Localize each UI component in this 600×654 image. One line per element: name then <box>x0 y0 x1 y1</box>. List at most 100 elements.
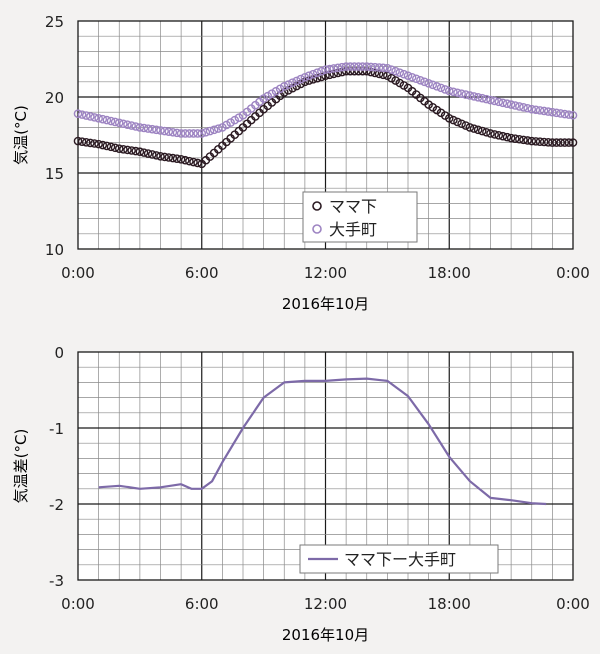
data-point-mamashita <box>127 146 136 155</box>
data-point-otemachi <box>399 69 409 79</box>
legend-label: ママ下ー大手町 <box>344 550 456 569</box>
data-point-mamashita <box>531 137 541 146</box>
legend-box <box>302 191 418 243</box>
y-tick-label: 0 <box>54 344 64 362</box>
data-point-otemachi <box>102 115 112 125</box>
data-point-otemachi <box>506 100 516 109</box>
data-point-otemachi <box>428 80 438 90</box>
data-point-otemachi <box>90 113 99 122</box>
data-point-otemachi <box>436 83 446 93</box>
data-point-otemachi <box>391 66 400 76</box>
data-point-otemachi <box>160 126 169 136</box>
data-point-mamashita <box>102 141 112 151</box>
data-point-mamashita <box>560 138 570 147</box>
data-point-mamashita <box>510 134 520 143</box>
data-point-otemachi <box>457 89 466 98</box>
data-point-otemachi <box>81 111 91 120</box>
data-point-otemachi <box>387 65 396 74</box>
data-point-mamashita <box>147 150 157 159</box>
data-point-mamashita <box>461 121 471 130</box>
data-point-otemachi <box>193 129 202 138</box>
plot-border <box>77 351 574 581</box>
data-point-otemachi <box>114 118 124 128</box>
legend-marker <box>312 224 322 234</box>
data-point-otemachi <box>498 98 508 108</box>
data-point-otemachi <box>156 126 165 135</box>
data-point-otemachi <box>378 63 388 73</box>
data-point-mamashita <box>152 151 161 160</box>
data-point-mamashita <box>119 144 128 154</box>
data-point-mamashita <box>110 143 120 153</box>
data-point-mamashita <box>86 138 95 148</box>
data-point-mamashita <box>498 131 508 141</box>
data-point-otemachi <box>284 80 293 89</box>
data-point-otemachi <box>213 124 223 133</box>
data-point-otemachi <box>325 64 334 74</box>
data-point-otemachi <box>548 107 557 117</box>
data-point-mamashita <box>135 147 145 157</box>
data-point-mamashita <box>156 151 165 161</box>
data-point-otemachi <box>296 74 306 84</box>
temperature-difference-chart: 0 -1 -2 -3 0:00 6:00 12:00 18:00 0:00 気温差(°C) 2… <box>12 344 590 644</box>
series-layer <box>98 377 547 506</box>
data-point-mamashita <box>168 153 178 163</box>
data-point-mamashita <box>457 119 466 129</box>
data-point-mamashita <box>123 145 132 155</box>
y-tick-label: -3 <box>49 572 64 590</box>
y-tick-label: 25 <box>45 13 64 31</box>
data-point-otemachi <box>172 128 182 138</box>
data-point-otemachi <box>131 122 141 131</box>
series-line-difference <box>98 377 547 506</box>
data-point-otemachi <box>333 63 343 73</box>
data-point-otemachi <box>502 99 512 108</box>
data-point-otemachi <box>123 120 132 129</box>
data-point-mamashita <box>81 137 91 147</box>
data-point-otemachi <box>135 123 145 132</box>
data-point-otemachi <box>523 103 532 113</box>
y-axis-label: 気温差(°C) <box>12 429 30 504</box>
data-point-otemachi <box>354 62 363 71</box>
data-point-otemachi <box>403 71 413 81</box>
data-point-mamashita <box>325 70 334 80</box>
data-point-otemachi <box>383 63 392 73</box>
x-tick-labels: 0:00 6:00 12:00 18:00 0:00 <box>61 595 590 613</box>
data-point-mamashita <box>73 136 83 146</box>
data-point-mamashita <box>143 149 153 158</box>
y-axis-label: 気温(°C) <box>12 105 30 165</box>
data-point-mamashita <box>176 155 186 164</box>
data-point-mamashita <box>180 155 190 165</box>
x-tick-label: 18:00 <box>428 595 471 613</box>
data-point-otemachi <box>432 82 442 91</box>
data-point-mamashita <box>477 126 487 136</box>
x-tick-label: 6:00 <box>185 595 219 613</box>
data-point-mamashita <box>548 138 557 147</box>
data-point-mamashita <box>98 140 108 150</box>
data-point-otemachi <box>469 92 479 101</box>
data-point-otemachi <box>465 91 475 100</box>
data-point-mamashita <box>506 133 516 143</box>
data-point-mamashita <box>465 123 475 132</box>
data-point-otemachi <box>416 75 425 85</box>
data-point-mamashita <box>515 134 524 144</box>
data-point-otemachi <box>176 129 186 138</box>
data-point-otemachi <box>560 109 570 119</box>
data-point-otemachi <box>304 71 314 81</box>
data-point-otemachi <box>106 116 116 126</box>
y-tick-labels: 25 20 15 10 <box>45 13 64 259</box>
data-point-otemachi <box>424 79 433 88</box>
data-point-mamashita <box>160 152 169 162</box>
data-point-mamashita <box>556 138 565 147</box>
data-point-otemachi <box>543 107 553 116</box>
data-point-otemachi <box>189 129 198 138</box>
data-point-mamashita <box>139 148 149 157</box>
data-point-otemachi <box>209 125 219 135</box>
data-point-otemachi <box>180 129 190 138</box>
data-point-otemachi <box>341 62 351 71</box>
data-point-otemachi <box>515 102 524 111</box>
x-tick-label: 0:00 <box>556 595 590 613</box>
data-point-otemachi <box>411 74 421 84</box>
data-point-mamashita <box>329 69 339 79</box>
data-point-otemachi <box>370 62 380 72</box>
x-tick-label: 6:00 <box>185 264 219 282</box>
data-point-mamashita <box>539 137 549 147</box>
